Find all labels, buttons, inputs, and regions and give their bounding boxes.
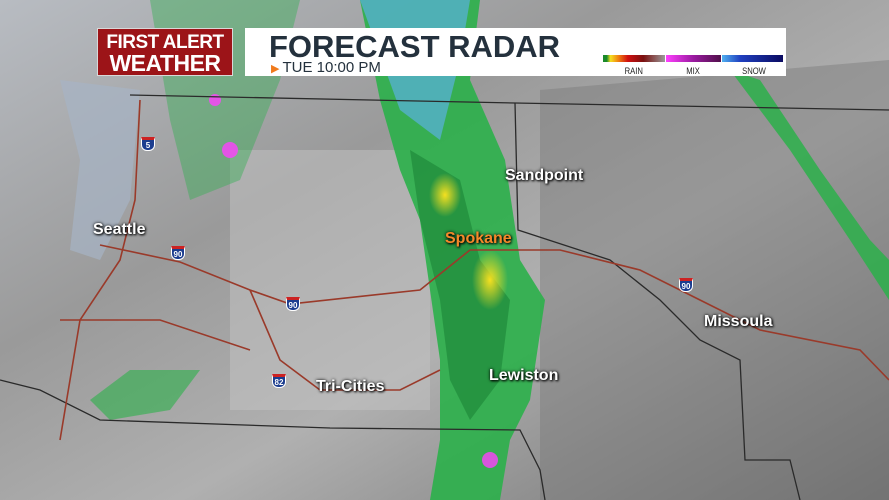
highways [59, 99, 889, 441]
plains [230, 150, 430, 410]
city-lewiston: Lewiston [489, 367, 559, 384]
rain-core [472, 250, 508, 310]
interstate-shield-icon: 5 [141, 137, 155, 151]
first-alert-weather-logo: FIRST ALERT WEATHER [97, 28, 233, 76]
time-label: TUE 10:00 PM [282, 59, 381, 76]
interstate-shield-icon: 82 [272, 374, 286, 388]
interstate-shield-icon: 90 [286, 297, 300, 311]
triangle-right-icon: ▶ [271, 63, 280, 75]
mountains-east [540, 60, 889, 500]
rain-core [429, 173, 461, 217]
interstate-shield-icon: 90 [679, 278, 693, 292]
logo-line2: WEATHER [109, 50, 221, 76]
legend-mix: MIX [686, 66, 700, 76]
legend-snow: SNOW [742, 66, 766, 76]
legend-rain: RAIN [624, 66, 643, 76]
city-seattle: Seattle [93, 221, 146, 238]
title-banner: FORECAST RADAR ▶ TUE 10:00 PM RAIN MIX SN… [245, 28, 786, 76]
logo-line1: FIRST ALERT [106, 32, 224, 53]
page-title: FORECAST RADAR [269, 29, 561, 64]
state-borders [0, 94, 889, 500]
radar-band-inner [410, 150, 510, 420]
radar-southwest [90, 370, 200, 420]
city-missoula: Missoula [704, 313, 773, 330]
city-tri-cities: Tri-Cities [316, 378, 385, 395]
city-sandpoint: Sandpoint [505, 167, 584, 184]
puget-sound [60, 80, 140, 260]
mix-bar [666, 55, 721, 62]
snow-bar [722, 55, 783, 62]
forecast-time: ▶ TUE 10:00 PM [271, 59, 381, 76]
rain-bar [603, 55, 665, 62]
interstate-shield-icon: 90 [171, 246, 185, 260]
city-spokane: Spokane [445, 230, 512, 247]
